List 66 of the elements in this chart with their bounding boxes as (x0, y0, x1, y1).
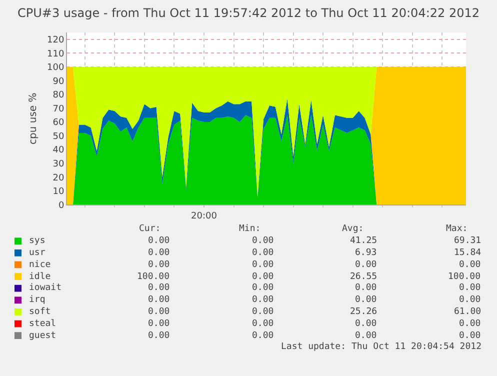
legend-label: nice (29, 260, 51, 270)
text: 69.31 (454, 236, 482, 246)
y-tick-label: 110 (47, 49, 64, 60)
y-tick-label: 10 (52, 187, 64, 198)
text: 0.00 (355, 260, 377, 270)
text: 0.00 (252, 260, 274, 270)
legend-label: sys (29, 236, 46, 246)
legend-label: soft (29, 307, 51, 317)
text: Max: (446, 224, 468, 234)
text: 0.00 (252, 331, 274, 341)
text: 0.00 (148, 283, 170, 293)
text: 0.00 (355, 331, 377, 341)
text: 0.00 (252, 307, 274, 317)
text: 0.00 (148, 236, 170, 246)
text: 0.00 (252, 295, 274, 305)
text: 0.00 (252, 248, 274, 258)
text: 15.84 (454, 248, 482, 258)
text: Min: (239, 224, 261, 234)
y-tick-label: 40 (52, 146, 64, 156)
text: 0.00 (355, 283, 377, 293)
text: 100.00 (448, 272, 481, 282)
legend-label: idle (29, 272, 51, 282)
text: 41.25 (350, 236, 378, 246)
text: 0.00 (252, 272, 274, 282)
text: 0.00 (148, 260, 170, 270)
x-tick-label: 20:00 (191, 211, 218, 222)
legend-label: irq (29, 295, 46, 305)
text: Last update: Thu Oct 11 20:04:54 2012 (281, 342, 482, 352)
y-tick-label: 80 (52, 90, 64, 101)
text: Avg: (342, 224, 364, 234)
text: 25.26 (350, 307, 378, 317)
y-tick-label: 20 (52, 173, 64, 184)
text: 26.55 (350, 272, 378, 282)
text: 0.00 (148, 295, 170, 305)
text: 6.93 (355, 248, 377, 258)
legend-label: guest (29, 331, 56, 341)
text: 0.00 (459, 331, 481, 341)
text: 61.00 (454, 307, 482, 317)
y-tick-label: 120 (47, 36, 64, 46)
legend-label: steal (29, 319, 56, 329)
y-tick-label: 90 (52, 76, 64, 87)
text: 0.00 (459, 319, 481, 329)
legend-label: iowait (29, 283, 62, 293)
text: 100.00 (137, 272, 170, 282)
y-tick-label: 30 (52, 160, 64, 170)
y-axis-title: cpu use % (28, 92, 40, 144)
text: 0.00 (148, 248, 170, 258)
text: 0.00 (355, 319, 377, 329)
text: 0.00 (252, 236, 274, 246)
text: 0.00 (148, 319, 170, 329)
text: 0.00 (252, 283, 274, 293)
text: 0.00 (459, 295, 481, 305)
text: 0.00 (252, 319, 274, 329)
y-tick-label: 60 (52, 118, 64, 128)
text: 0.00 (148, 307, 170, 317)
y-tick-label: 100 (47, 63, 64, 74)
y-tick-label: 70 (52, 104, 64, 114)
y-tick-label: 0 (58, 200, 64, 211)
y-tick-label: 50 (52, 132, 64, 142)
text: 0.00 (459, 283, 481, 293)
text: Cur: (139, 224, 161, 234)
text: 0.00 (148, 331, 170, 341)
text: 0.00 (459, 260, 481, 270)
text: 0.00 (355, 295, 377, 305)
legend-label: usr (29, 248, 46, 258)
chart-title: CPU#3 usage - from Thu Oct 11 19:57:42 2012 to Thu Oct 11 20:04:22 2012 (18, 6, 480, 20)
